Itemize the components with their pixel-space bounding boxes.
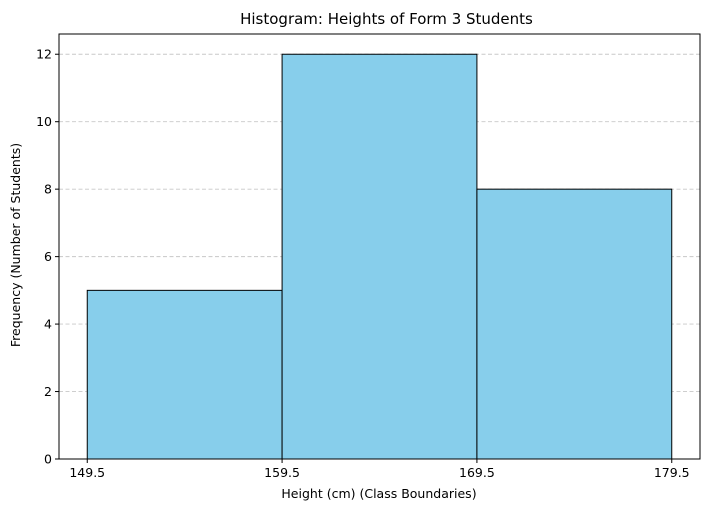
plot-frame xyxy=(58,33,701,460)
x-tick-label: 149.5 xyxy=(69,465,105,480)
y-tick-label: 12 xyxy=(36,47,52,62)
bars xyxy=(86,53,673,460)
chart-title: Histogram: Heights of Form 3 Students xyxy=(240,10,533,28)
histogram-bar xyxy=(281,53,478,460)
y-tick-label: 2 xyxy=(44,384,52,399)
y-tick-label: 10 xyxy=(36,114,52,129)
x-tick-label: 159.5 xyxy=(264,465,300,480)
y-tick-label: 4 xyxy=(44,317,52,332)
y-tick-label: 8 xyxy=(44,182,52,197)
axes: 0 2 4 6 8 10 12 149.5 159.5 169.5 179.5 xyxy=(36,33,701,480)
y-tick-label: 6 xyxy=(44,249,52,264)
x-tick-label: 179.5 xyxy=(654,465,690,480)
y-axis-label: Frequency (Number of Students) xyxy=(8,143,23,347)
histogram-bar xyxy=(86,289,283,460)
histogram-bar xyxy=(476,188,673,460)
x-axis-label: Height (cm) (Class Boundaries) xyxy=(281,486,476,501)
y-tick-label: 0 xyxy=(44,452,52,467)
x-tick-label: 169.5 xyxy=(459,465,495,480)
